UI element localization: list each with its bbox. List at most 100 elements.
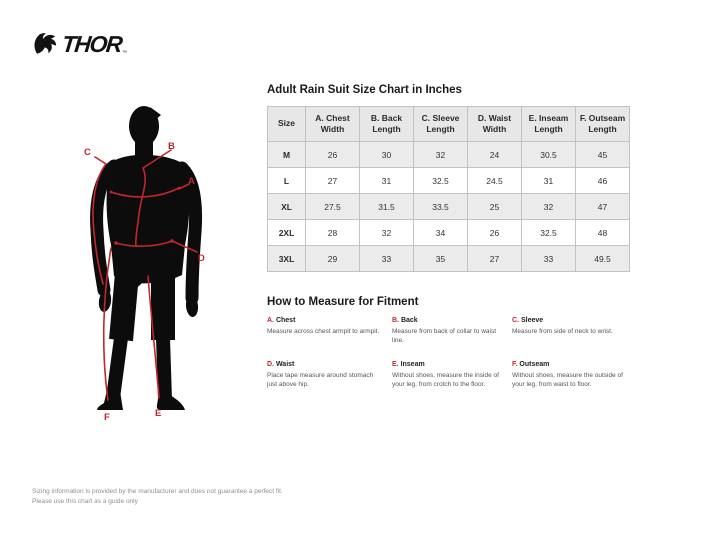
table-cell: 31.5 xyxy=(359,193,414,220)
sleeve-measure-line xyxy=(92,156,108,285)
measure-section-title: How to Measure for Fitment xyxy=(267,296,419,308)
measure-item-name: Sleeve xyxy=(520,317,544,324)
table-cell: 46 xyxy=(575,167,630,194)
body-silhouette: A B C D E F xyxy=(84,106,205,422)
measure-item-name: Waist xyxy=(275,361,295,369)
size-chart-title: Adult Rain Suit Size Chart in Inches xyxy=(267,84,462,96)
outseam-measure-line xyxy=(102,247,112,401)
measure-item-description: Measure across chest armpit to armpit. xyxy=(267,328,380,335)
table-cell: 49.5 xyxy=(575,245,630,272)
table-cell: 32 xyxy=(413,141,468,168)
size-chart-table: Size A. Chest Width B. Back Length C. Sleev… xyxy=(267,106,630,272)
column-header: B. Back Length xyxy=(359,106,414,142)
measure-item-description: Place tape measure around stomach just a… xyxy=(267,372,374,389)
chest-measure-line xyxy=(110,187,180,198)
brand-name: THOR xyxy=(60,31,123,57)
table-cell: 32.5 xyxy=(413,167,468,194)
waist-measure-line xyxy=(115,240,173,247)
table-cell: 27.5 xyxy=(305,193,360,220)
table-cell: 47 xyxy=(575,193,630,220)
measure-item: B. Back Measure from back of collar to wa… xyxy=(392,317,512,345)
measure-item-label: A. Chest xyxy=(267,317,392,324)
table-cell: 48 xyxy=(575,219,630,246)
measure-item-label: B. Back xyxy=(392,317,512,324)
size-label: XL xyxy=(267,193,306,220)
table-cell: 29 xyxy=(305,245,360,272)
table-cell: 31 xyxy=(521,167,576,194)
table-cell: 28 xyxy=(305,219,360,246)
size-label: M xyxy=(267,141,306,168)
measure-item-letter: B. xyxy=(392,317,401,324)
measure-item-letter: C. xyxy=(512,317,521,324)
column-header: C. Sleeve Length xyxy=(413,106,468,142)
inseam-measure-line xyxy=(147,275,160,399)
size-label: L xyxy=(267,167,306,194)
table-cell: 34 xyxy=(413,219,468,246)
measure-item-label: D. Waist xyxy=(267,361,392,368)
measure-item-name: Back xyxy=(400,317,418,324)
table-row: 2XL 28 32 34 26 32.5 48 xyxy=(267,219,630,246)
table-cell: 32 xyxy=(521,193,576,220)
table-row: M 26 30 32 24 30.5 45 xyxy=(267,141,630,168)
measure-item-description: Measure from back of collar to waist lin… xyxy=(392,328,497,345)
chart-content: Adult Rain Suit Size Chart in Inches Siz… xyxy=(267,84,647,389)
column-header: D. Waist Width xyxy=(467,106,522,142)
figure-torso xyxy=(106,154,190,284)
measure-grid: A. Chest Measure across chest armpit to a… xyxy=(267,317,647,389)
measure-item: E. Inseam Without shoes, measure the insi… xyxy=(392,361,512,389)
size-label: 3XL xyxy=(267,245,306,272)
disclaimer-line-1: Sizing information is provided by the ma… xyxy=(32,488,283,495)
table-cell: 24 xyxy=(467,141,522,168)
size-table-header-row: Size A. Chest Width B. Back Length C. Sleev… xyxy=(267,106,630,142)
table-cell: 25 xyxy=(467,193,522,220)
table-cell: 33 xyxy=(521,245,576,272)
thor-goat-icon xyxy=(34,33,57,54)
table-cell: 24.5 xyxy=(467,167,522,194)
measure-item-name: Chest xyxy=(275,317,296,324)
measure-item: C. Sleeve Measure from side of neck to wr… xyxy=(512,317,633,345)
column-header: F. Outseam Length xyxy=(575,106,630,142)
measure-item-label: F. Outseam xyxy=(512,361,633,368)
measure-item-letter: D. xyxy=(267,361,276,369)
size-table-body: M 26 30 32 24 30.5 45 L 27 31 32.5 24.5 31 46 XL 27.5 31… xyxy=(267,141,630,272)
table-cell: 32 xyxy=(359,219,414,246)
table-cell: 27 xyxy=(305,167,360,194)
chest-pointer-line xyxy=(178,183,190,190)
table-cell: 31 xyxy=(359,167,414,194)
figure-label-f: F xyxy=(104,412,110,422)
measure-item-letter: E. xyxy=(392,361,401,369)
measure-item-description: Measure from side of neck to wrist. xyxy=(512,328,613,335)
table-cell: 33 xyxy=(359,245,414,272)
figure-right-arm xyxy=(175,161,203,305)
table-cell: 26 xyxy=(467,219,522,246)
table-row: XL 27.5 31.5 33.5 25 32 47 xyxy=(267,193,630,220)
table-cell: 26 xyxy=(305,141,360,168)
waist-pointer-line xyxy=(171,240,198,253)
measure-item-letter: A. xyxy=(267,317,276,324)
measure-item: A. Chest Measure across chest armpit to a… xyxy=(267,317,392,345)
figure-label-c: C xyxy=(84,147,91,158)
figure-label-d: D xyxy=(198,253,205,264)
figure-head xyxy=(129,106,159,146)
trademark-symbol: ™ xyxy=(122,50,128,56)
measure-item-label: C. Sleeve xyxy=(512,317,633,324)
size-label: 2XL xyxy=(267,219,306,246)
measure-item-description: Without shoes, measure the inside of you… xyxy=(392,372,499,389)
measure-item-letter: F. xyxy=(512,361,520,369)
table-cell: 33.5 xyxy=(413,193,468,220)
body-measurement-figure: A B C D E F xyxy=(64,100,224,422)
table-cell: 30 xyxy=(359,141,414,168)
brand-logo: THOR ™ xyxy=(32,31,127,58)
disclaimer: Sizing information is provided by the ma… xyxy=(32,487,283,507)
table-cell: 30.5 xyxy=(521,141,576,168)
table-row: 3XL 29 33 35 27 33 49.5 xyxy=(267,245,630,272)
figure-label-e: E xyxy=(155,408,161,419)
figure-label-a: A xyxy=(188,176,195,187)
column-header: E. Inseam Length xyxy=(521,106,576,142)
figure-label-b: B xyxy=(168,141,175,152)
disclaimer-line-2: Please use this chart as a guide only xyxy=(32,498,138,506)
column-header: Size xyxy=(267,106,306,142)
table-cell: 32.5 xyxy=(521,219,576,246)
figure-left-leg xyxy=(109,272,139,342)
